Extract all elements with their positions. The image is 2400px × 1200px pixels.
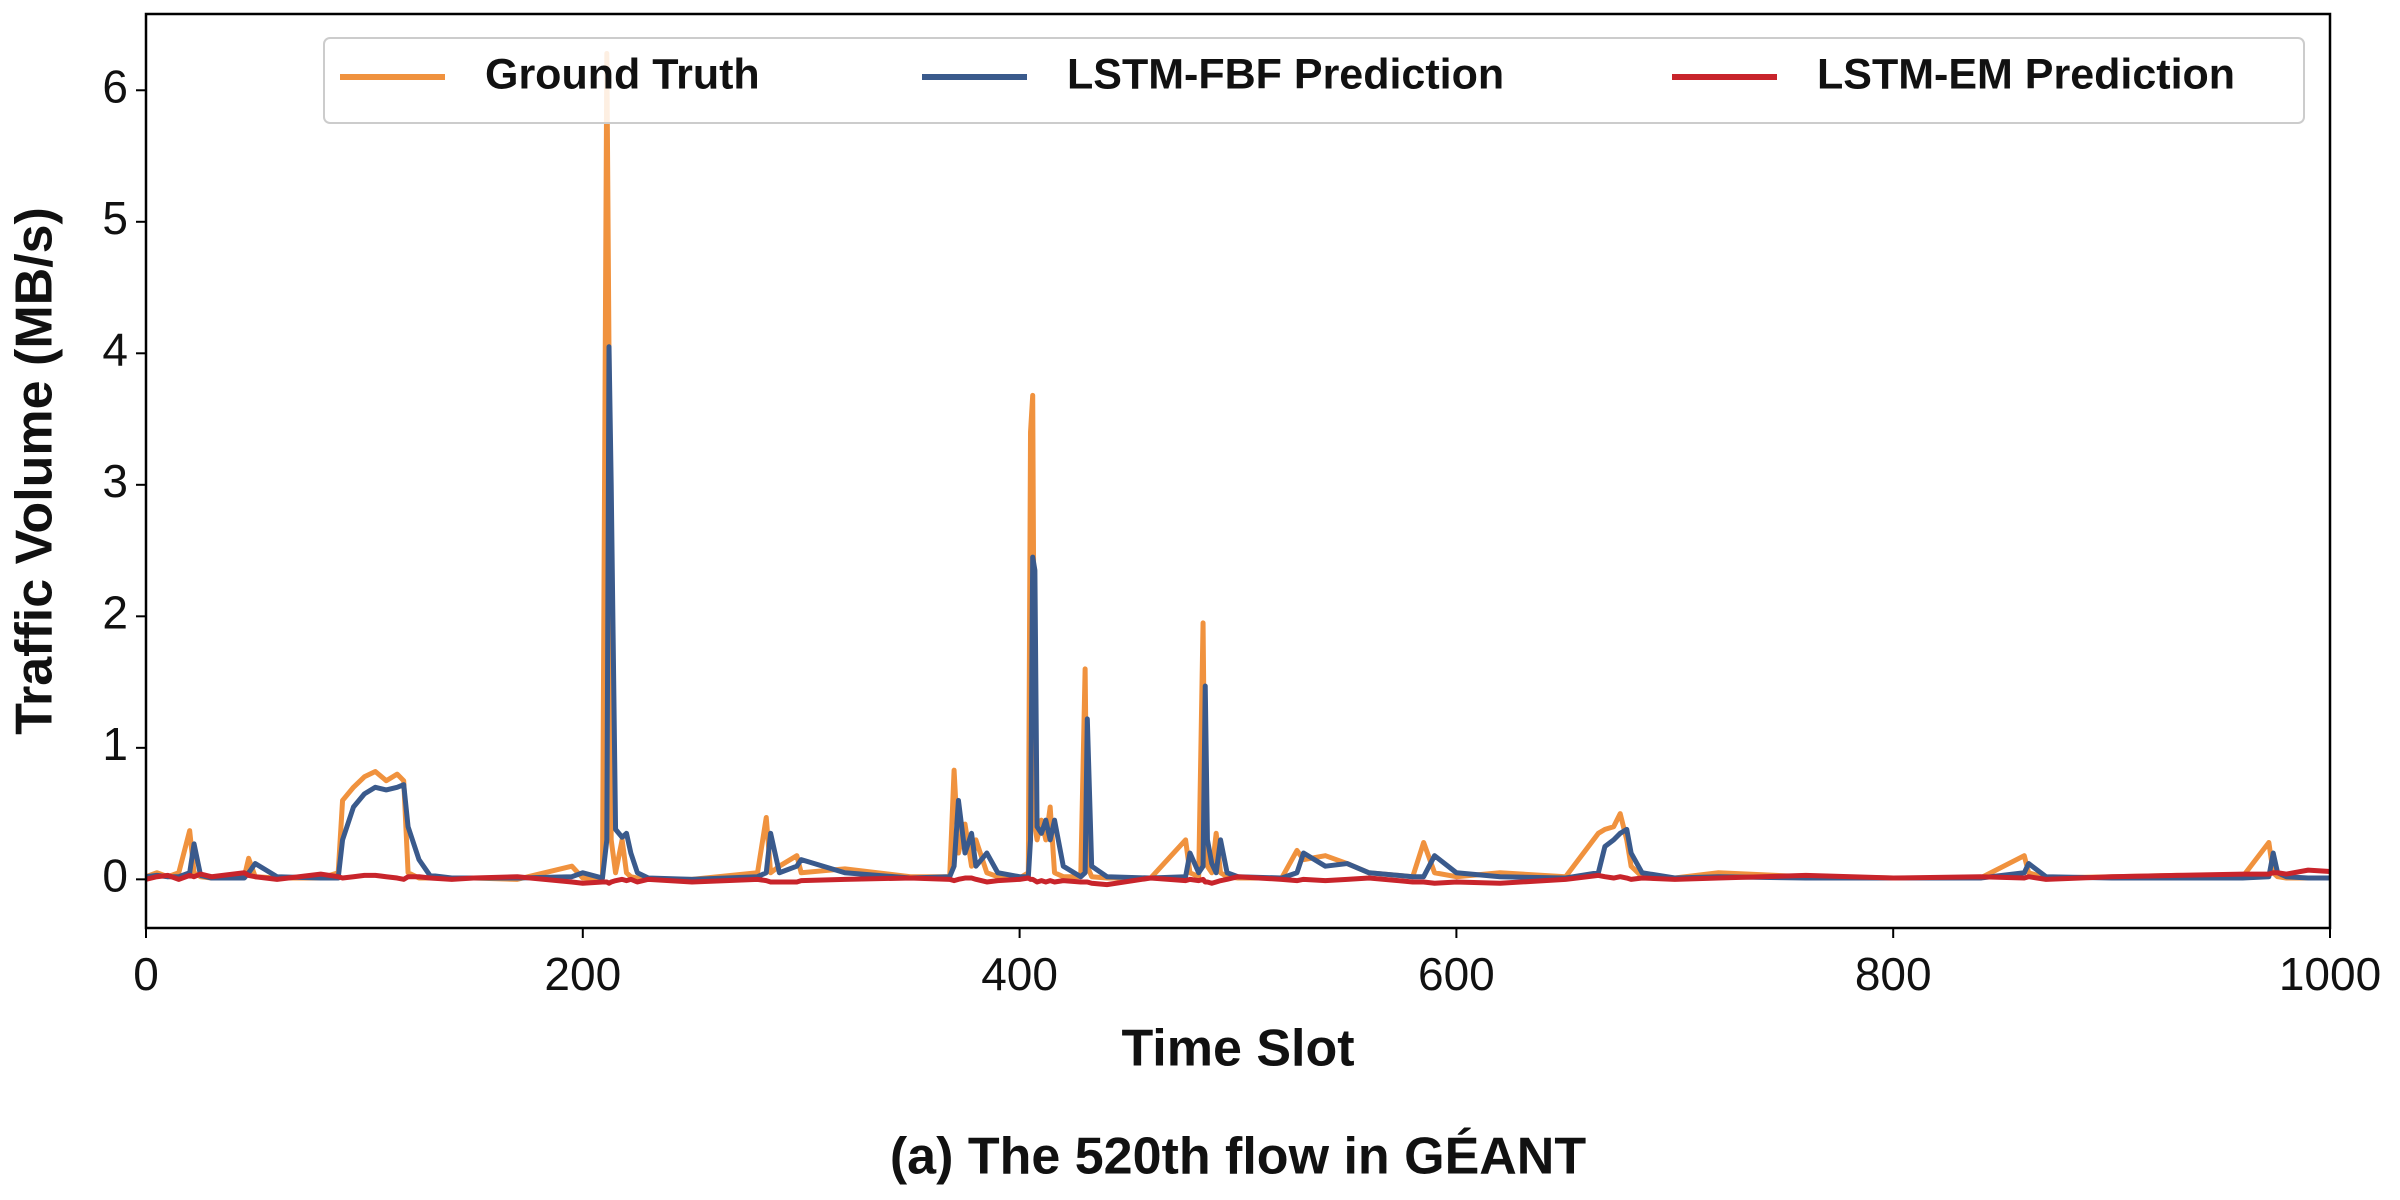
line-series [145,867,2331,888]
y-tick-label: 5 [102,192,128,244]
y-tick-label: 3 [102,455,128,507]
x-tick-label: 200 [544,948,621,1000]
x-tick-label: 400 [981,948,1058,1000]
x-tick-label: 600 [1418,948,1495,1000]
line-series [145,344,2330,882]
legend-label: LSTM-FBF Prediction [1067,50,1504,98]
line-series [145,50,2330,882]
y-tick-label: 6 [102,60,128,112]
x-tick-label: 800 [1855,948,1932,1000]
y-tick-label: 1 [102,718,128,770]
y-axis-label: Traffic Volume (MB/s) [6,207,64,735]
legend-box [323,37,2305,124]
x-axis-label: Time Slot [1121,1020,1354,1078]
legend-label: Ground Truth [485,50,760,98]
y-tick-label: 0 [102,849,128,901]
y-tick-label: 2 [102,586,128,638]
x-tick-label: 0 [133,948,159,1000]
plot-frame [144,12,2332,930]
x-tick-label: 1000 [2279,948,2381,1000]
y-tick-label: 4 [102,323,128,375]
legend-label: LSTM-EM Prediction [1817,50,2235,98]
caption: (a) The 520th flow in GÉANT [890,1128,1586,1186]
